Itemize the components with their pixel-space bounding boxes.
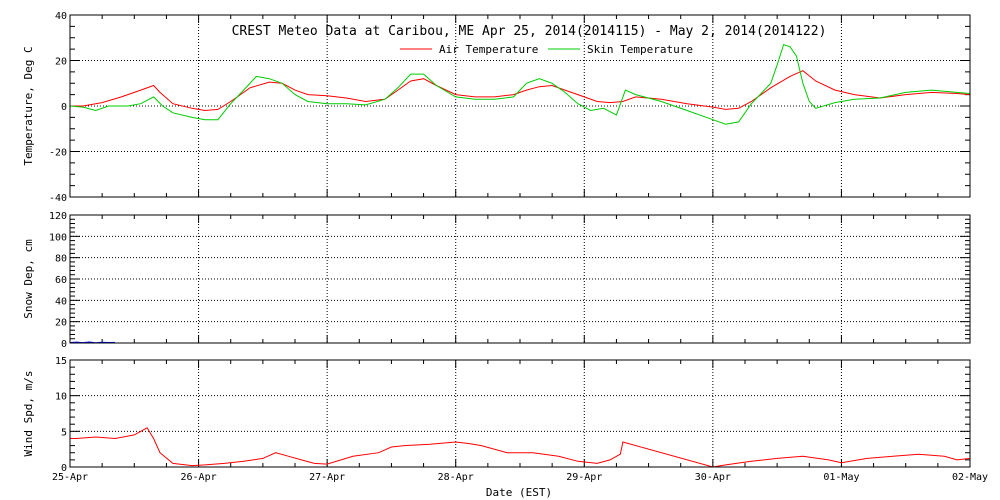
y-tick-label: 100 — [49, 232, 67, 243]
y-tick-label: 80 — [55, 254, 67, 265]
panel-frame — [69, 214, 971, 344]
y-tick-label: 0 — [61, 463, 67, 474]
panel-frame — [69, 359, 971, 468]
x-tick-label: 30-Apr — [695, 472, 731, 483]
series-line-snow-0 — [69, 341, 116, 344]
x-tick-label: 27-Apr — [309, 472, 345, 483]
y-axis-label: Wind Spd, m/s — [22, 370, 35, 456]
panel-frame — [69, 14, 971, 198]
x-tick-label: 28-Apr — [438, 472, 474, 483]
x-tick-label: 29-Apr — [566, 472, 602, 483]
y-tick-label: 10 — [55, 392, 67, 403]
panel-temp: -40 -20 0 20 40 Temperature, Deg C — [22, 11, 971, 204]
x-axis-label: Date (EST) — [486, 486, 552, 499]
legend: Air Temperature Skin Temperature — [400, 43, 693, 56]
series-line-wind-0 — [70, 427, 971, 468]
y-tick-label: 60 — [55, 275, 67, 286]
y-tick-label: 20 — [55, 57, 67, 68]
y-tick-label: 40 — [55, 296, 67, 307]
legend-air-label: Air Temperature — [439, 43, 538, 56]
x-tick-label: 25-Apr — [52, 472, 88, 483]
panel-wind: 0 5 10 15 Wind Spd, m/s — [22, 356, 971, 474]
legend-skin-label: Skin Temperature — [587, 43, 693, 56]
y-axis-label: Temperature, Deg C — [22, 46, 35, 165]
y-tick-label: -20 — [49, 148, 67, 159]
x-tick-label: 01-May — [823, 472, 859, 483]
y-tick-label: 0 — [61, 102, 67, 113]
series-line-temp-0 — [70, 70, 971, 112]
panel-snow: 0 20 40 60 80 100 120 Snow Dep, cm — [22, 211, 971, 350]
y-tick-label: -40 — [49, 193, 67, 204]
y-axis-label: Snow Dep, cm — [22, 239, 35, 319]
chart-title: CREST Meteo Data at Caribou, ME Apr 25, … — [232, 24, 827, 39]
series-line-temp-1 — [69, 43, 971, 125]
x-tick-label: 26-Apr — [181, 472, 217, 483]
y-tick-label: 40 — [55, 11, 67, 22]
y-tick-label: 120 — [49, 211, 67, 222]
y-tick-label: 0 — [61, 339, 67, 350]
y-tick-label: 5 — [61, 427, 67, 438]
x-tick-label: 02-May — [952, 472, 988, 483]
y-tick-label: 15 — [55, 356, 67, 367]
y-tick-label: 20 — [55, 318, 67, 329]
